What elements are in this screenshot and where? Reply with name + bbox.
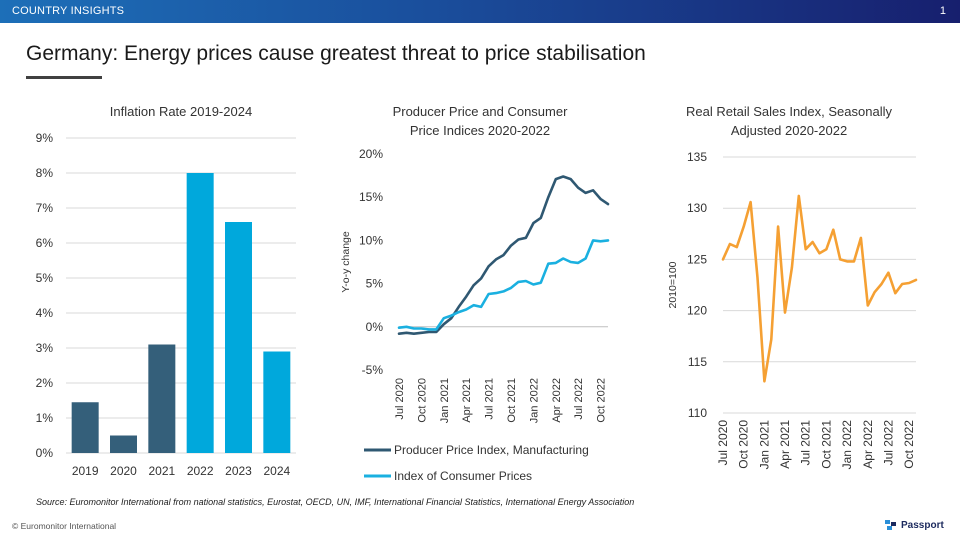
chart-title-line: Adjusted 2020-2022 bbox=[731, 123, 847, 138]
x-tick-label: 2024 bbox=[263, 464, 290, 478]
x-tick-label: Oct 2020 bbox=[737, 420, 751, 469]
y-tick-label: 6% bbox=[36, 236, 54, 250]
title-underline bbox=[26, 76, 102, 79]
series-line-1 bbox=[397, 239, 610, 331]
x-tick-label: Oct 2021 bbox=[819, 420, 833, 469]
x-tick-label: Jan 2022 bbox=[528, 378, 540, 423]
section-label: COUNTRY INSIGHTS bbox=[12, 5, 125, 17]
x-tick-label: Jul 2020 bbox=[394, 378, 406, 420]
x-tick-label: Jul 2020 bbox=[716, 420, 730, 466]
source-note: Source: Euromonitor International from n… bbox=[36, 497, 635, 507]
bar-2024 bbox=[263, 351, 291, 453]
x-tick-label: Jan 2021 bbox=[439, 378, 451, 423]
y-tick-label: 20% bbox=[359, 147, 383, 161]
x-tick-label: Jul 2021 bbox=[799, 420, 813, 466]
y-tick-label: 0% bbox=[366, 320, 384, 334]
x-tick-label: Jan 2021 bbox=[757, 420, 771, 470]
x-tick-label: Apr 2022 bbox=[551, 378, 563, 423]
x-tick-label: Oct 2021 bbox=[506, 378, 518, 423]
y-tick-label: 125 bbox=[687, 252, 707, 266]
chart-title-line: Producer Price and Consumer bbox=[393, 104, 569, 119]
y-axis-label: 2010=100 bbox=[667, 261, 679, 308]
legend-label: Producer Price Index, Manufacturing bbox=[394, 443, 589, 457]
x-tick-label: 2019 bbox=[72, 464, 99, 478]
chart-title-line: Price Indices 2020-2022 bbox=[410, 123, 550, 138]
bar-2020 bbox=[110, 435, 137, 453]
x-tick-label: 2022 bbox=[187, 464, 214, 478]
x-tick-label: 2023 bbox=[225, 464, 252, 478]
copyright-text: © Euromonitor International bbox=[12, 521, 117, 531]
y-tick-label: 3% bbox=[36, 341, 54, 355]
y-tick-label: 135 bbox=[687, 150, 707, 164]
passport-icon bbox=[885, 520, 896, 530]
x-tick-label: Jan 2022 bbox=[840, 420, 854, 470]
x-tick-label: Oct 2022 bbox=[902, 420, 916, 469]
chart-title-line: Real Retail Sales Index, Seasonally bbox=[686, 104, 892, 119]
y-tick-label: 7% bbox=[36, 201, 54, 215]
y-tick-label: -5% bbox=[362, 363, 384, 377]
y-tick-label: 5% bbox=[366, 277, 384, 291]
series-line-0 bbox=[721, 194, 918, 383]
series-line-0 bbox=[397, 175, 610, 336]
slide-title: Germany: Energy prices cause greatest th… bbox=[26, 42, 646, 65]
x-tick-label: 2020 bbox=[110, 464, 137, 478]
x-tick-label: Oct 2022 bbox=[596, 378, 608, 423]
x-tick-label: Oct 2020 bbox=[416, 378, 428, 423]
x-tick-label: 2021 bbox=[148, 464, 175, 478]
bar-2022 bbox=[186, 173, 214, 453]
y-axis-label: Y-o-y change bbox=[340, 231, 352, 293]
y-tick-label: 15% bbox=[359, 190, 383, 204]
x-tick-label: Jul 2022 bbox=[881, 420, 895, 466]
x-tick-label: Apr 2021 bbox=[461, 378, 473, 423]
bar-2019 bbox=[71, 402, 99, 453]
page-number: 1 bbox=[939, 5, 946, 17]
passport-logo: Passport bbox=[884, 518, 944, 532]
y-tick-label: 0% bbox=[36, 446, 54, 460]
x-tick-label: Jul 2021 bbox=[484, 378, 496, 420]
brand-name: Passport bbox=[901, 519, 944, 531]
y-tick-label: 8% bbox=[36, 166, 54, 180]
bar-2021 bbox=[148, 344, 176, 453]
x-tick-label: Apr 2022 bbox=[861, 420, 875, 469]
y-tick-label: 120 bbox=[687, 304, 707, 318]
y-tick-label: 2% bbox=[36, 376, 54, 390]
legend-label: Index of Consumer Prices bbox=[394, 469, 532, 483]
bar-2023 bbox=[225, 222, 252, 453]
y-tick-label: 9% bbox=[36, 131, 54, 145]
y-tick-label: 10% bbox=[359, 233, 383, 247]
chart-title: Inflation Rate 2019-2024 bbox=[110, 104, 252, 119]
x-tick-label: Jul 2022 bbox=[573, 378, 585, 420]
y-tick-label: 1% bbox=[36, 411, 54, 425]
y-tick-label: 115 bbox=[688, 355, 707, 369]
y-tick-label: 4% bbox=[36, 306, 54, 320]
y-tick-label: 5% bbox=[36, 271, 54, 285]
y-tick-label: 130 bbox=[687, 201, 707, 215]
x-tick-label: Apr 2021 bbox=[778, 420, 792, 469]
y-tick-label: 110 bbox=[688, 406, 707, 420]
top-banner: COUNTRY INSIGHTS 1 bbox=[0, 0, 960, 23]
